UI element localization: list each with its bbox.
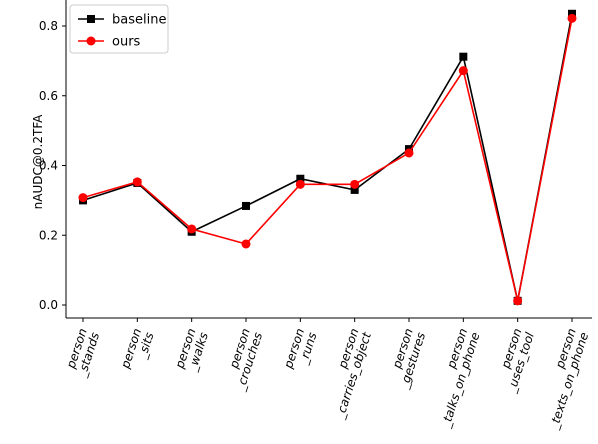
data-point-ours (567, 13, 577, 23)
legend-marker-ours (86, 36, 96, 46)
y-axis: 0.0 0.2 0.4 0.6 0.8 (39, 19, 66, 312)
data-point-ours (187, 224, 197, 234)
data-point-baseline (350, 185, 359, 194)
y-tick-label: 0.6 (39, 89, 58, 103)
data-point-ours (513, 296, 523, 306)
data-point-ours (241, 239, 251, 249)
data-point-baseline (242, 201, 250, 210)
y-tick-label: 0.4 (39, 159, 58, 173)
series-line-baseline (82, 13, 573, 301)
series-line-ours (82, 18, 573, 301)
legend-label-baseline: baseline (112, 13, 166, 28)
x-tick-label: person_talks_on_phone (426, 327, 483, 431)
x-tick-label: person_texts_on_phone (534, 327, 591, 432)
data-point-ours (404, 148, 414, 158)
data-point-baseline (459, 52, 468, 61)
data-point-baseline (296, 174, 305, 183)
data-point-ours (458, 66, 468, 76)
legend-marker-baseline (87, 15, 95, 23)
x-tick-label: person_runs (281, 327, 320, 375)
x-tick-label: person_gestures (384, 327, 428, 392)
x-axis: person_stands person_sits person_walks pers… (62, 318, 591, 432)
x-tick-label: person_uses_tool (492, 326, 537, 395)
data-point-ours (350, 179, 360, 189)
y-axis-label: nAUDC@0.2TFA (31, 114, 45, 209)
y-tick-label: 0.8 (39, 19, 58, 33)
data-point-ours (132, 177, 142, 187)
legend: baseline ours (69, 4, 169, 54)
y-tick-label: 0.0 (39, 298, 58, 312)
plot-series (78, 9, 577, 306)
x-tick-label: person_stands (62, 327, 102, 380)
data-point-baseline (568, 9, 576, 18)
legend-label-ours: ours (112, 35, 141, 50)
x-tick-label: person_walks (172, 327, 211, 375)
data-point-ours (295, 179, 305, 189)
x-tick-label: person_carries_object (320, 325, 374, 421)
x-tick-label: person_crouches (221, 327, 266, 394)
y-tick-label: 0.2 (39, 228, 58, 242)
x-tick-label: person_sits (118, 327, 157, 375)
data-point-ours (78, 193, 88, 203)
